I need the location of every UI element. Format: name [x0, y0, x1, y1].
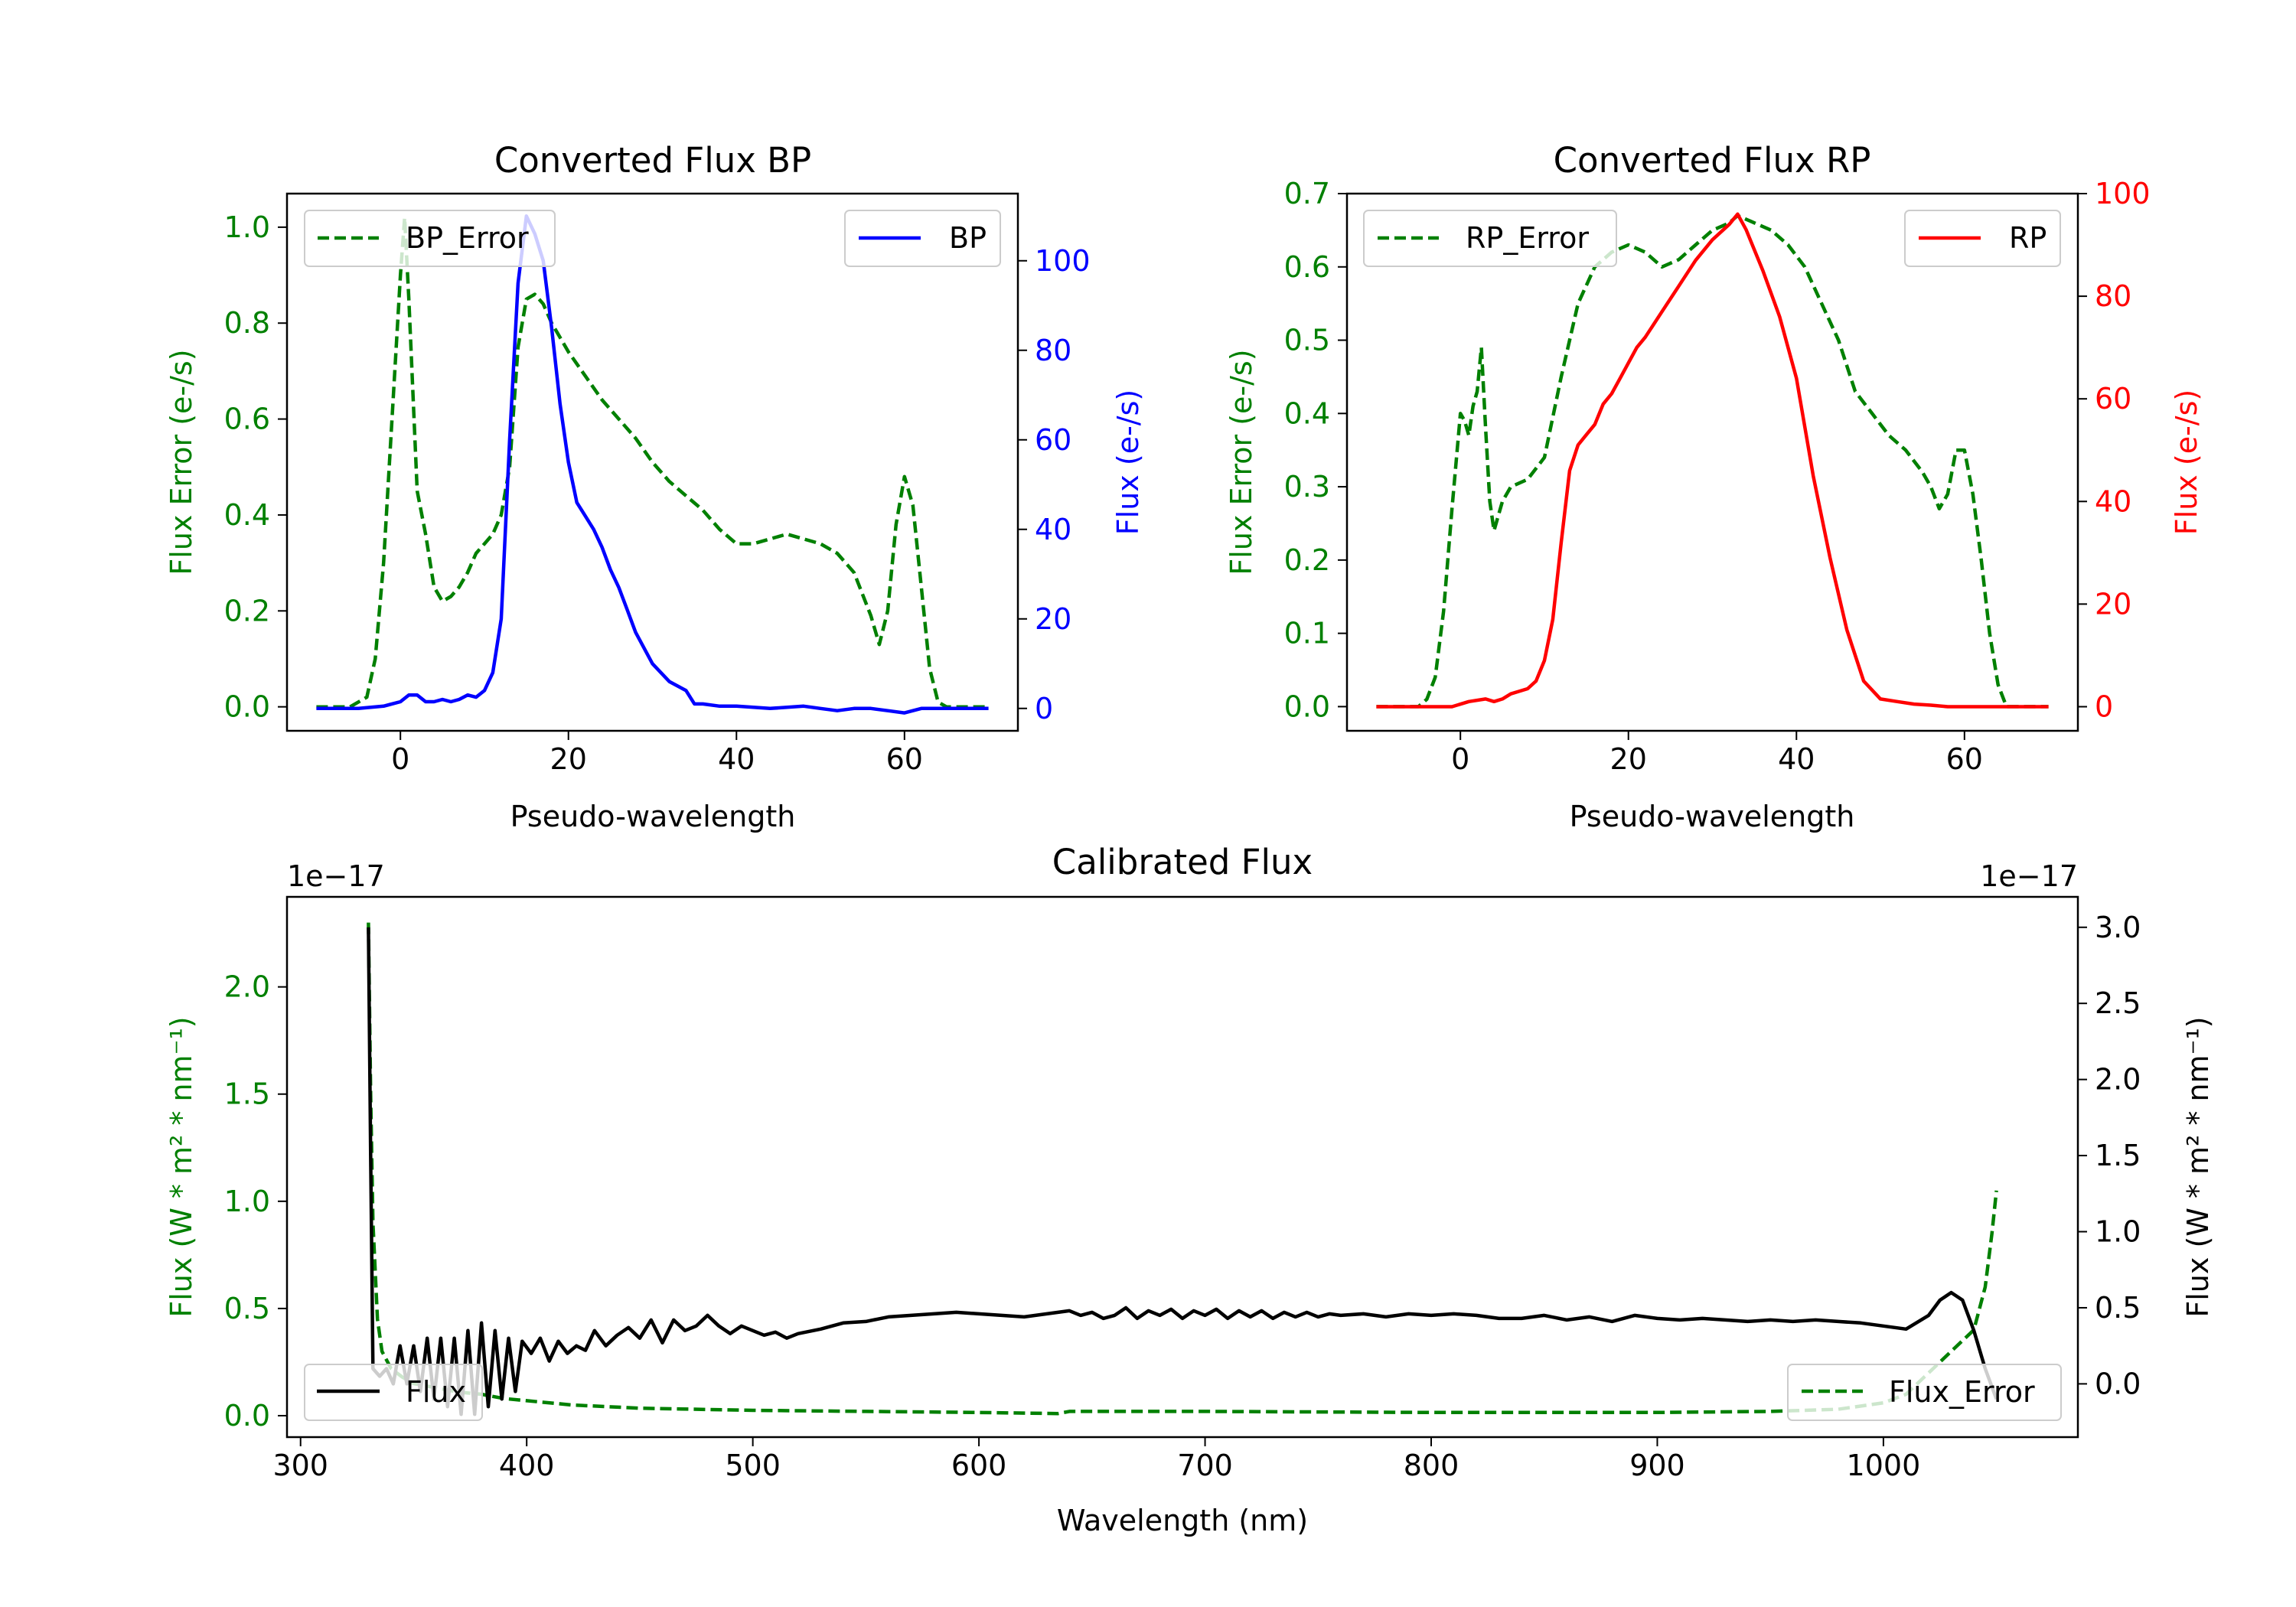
xtick-label: 800	[1404, 1449, 1459, 1482]
xtick-label: 400	[499, 1449, 555, 1482]
ytick-right-label: 0.0	[2095, 1367, 2141, 1400]
ytick-right-label: 3.0	[2095, 911, 2141, 944]
series-rp-line	[1376, 212, 2049, 709]
chart-bp-xlabel: Pseudo-wavelength	[510, 800, 796, 833]
chart-cal-legend-right[interactable]: Flux_Error	[1787, 1364, 2062, 1421]
chart-cal-title: Calibrated Flux	[1052, 842, 1313, 882]
xtick-label: 20	[550, 742, 587, 776]
ytick-right-label: 0	[1035, 692, 1053, 725]
ytick-right-label: 40	[2095, 484, 2131, 518]
chart-cal-ylabel-right: Flux (W * m² * nm⁻¹)	[2181, 1016, 2215, 1317]
legend-bp-error-label: BP_Error	[406, 221, 529, 255]
ytick-right-label: 0.5	[2095, 1291, 2141, 1325]
chart-rp-ylabel-left: Flux Error (e-/s)	[1225, 349, 1258, 575]
ytick-right-label: 80	[1035, 334, 1071, 367]
chart-cal-ticks: 300 400 500 600 700 800 900 1000 0.0 0.5 1.0 1.5 2.0…	[224, 911, 2141, 1482]
xtick-label: 500	[725, 1449, 781, 1482]
series-flux-line	[367, 927, 1998, 1416]
ytick-right-label: 20	[1035, 602, 1071, 636]
ytick-left-label: 2.0	[224, 970, 270, 1004]
chart-rp: Converted Flux RP 0 20 40 60 0.0 0.1 0.2 0.3 0.4…	[1225, 140, 2203, 833]
legend-flux-label: Flux	[406, 1375, 466, 1409]
chart-bp-legend-left[interactable]: BP_Error	[304, 210, 556, 267]
ytick-left-label: 0.0	[1284, 689, 1330, 723]
chart-cal-legend-left[interactable]: Flux	[304, 1364, 483, 1421]
ytick-left-label: 1.0	[224, 210, 270, 244]
ytick-right-label: 20	[2095, 587, 2131, 621]
ytick-right-label: 1.0	[2095, 1215, 2141, 1249]
chart-bp-ylabel-left: Flux Error (e-/s)	[165, 349, 198, 575]
chart-bp-ylabel-right: Flux (e-/s)	[1111, 390, 1145, 535]
xtick-label: 0	[1451, 742, 1469, 776]
chart-rp-legend-right[interactable]: RP	[1904, 210, 2061, 267]
ytick-left-label: 0.2	[224, 594, 270, 627]
ytick-right-label: 60	[1035, 423, 1071, 457]
chart-rp-ylabel-right: Flux (e-/s)	[2170, 390, 2203, 535]
chart-cal-series	[367, 922, 1998, 1416]
ytick-left-label: 0.7	[1284, 177, 1330, 210]
ytick-left-label: 0.0	[224, 690, 270, 724]
xtick-label: 300	[272, 1449, 328, 1482]
chart-bp-title: Converted Flux BP	[494, 140, 811, 181]
ytick-left-label: 0.3	[1284, 470, 1330, 504]
legend-bp-label: BP	[949, 221, 987, 255]
chart-cal: Calibrated Flux 1e−17 1e−17 300 400 500 600…	[165, 842, 2215, 1537]
chart-rp-xlabel: Pseudo-wavelength	[1570, 800, 1855, 833]
ytick-right-label: 2.0	[2095, 1063, 2141, 1097]
ytick-right-label: 100	[1035, 244, 1091, 278]
legend-rp-label: RP	[2009, 221, 2047, 255]
ytick-left-label: 0.5	[1284, 324, 1330, 357]
chart-bp-frame	[285, 192, 1019, 732]
xtick-label: 40	[718, 742, 755, 776]
ytick-right-label: 80	[2095, 279, 2131, 313]
chart-rp-legend-left[interactable]: RP_Error	[1363, 210, 1617, 267]
chart-cal-offset-left: 1e−17	[287, 859, 385, 893]
ytick-left-label: 0.5	[224, 1292, 270, 1325]
legend-rp-error-label: RP_Error	[1466, 221, 1589, 255]
legend-flux-error-label: Flux_Error	[1889, 1375, 2035, 1409]
ytick-right-label: 100	[2095, 177, 2151, 210]
chart-cal-frame	[285, 895, 2079, 1439]
chart-cal-ylabel-left: Flux (W * m² * nm⁻¹)	[165, 1016, 198, 1317]
chart-rp-title: Converted Flux RP	[1554, 140, 1871, 181]
xtick-label: 600	[951, 1449, 1007, 1482]
ytick-left-label: 0.1	[1284, 617, 1330, 650]
ytick-left-label: 0.4	[224, 498, 270, 532]
xtick-label: 60	[886, 742, 923, 776]
ytick-left-label: 0.4	[1284, 396, 1330, 430]
chart-bp-ticks: 0 20 40 60 0.0 0.2 0.4 0.6 0.8 1.0 0 20 40 60 80 100	[224, 210, 1091, 776]
chart-rp-series	[1376, 212, 2049, 709]
chart-rp-ticks: 0 20 40 60 0.0 0.1 0.2 0.3 0.4 0.5 0.6 0.7 0 20 40 60 80…	[1284, 177, 2151, 776]
chart-bp-legend-right[interactable]: BP	[844, 210, 1001, 267]
ytick-left-label: 1.0	[224, 1185, 270, 1218]
chart-cal-xlabel: Wavelength (nm)	[1057, 1504, 1308, 1537]
chart-rp-frame	[1345, 192, 2079, 732]
ytick-right-label: 40	[1035, 513, 1071, 546]
xtick-label: 60	[1946, 742, 1983, 776]
ytick-right-label: 60	[2095, 382, 2131, 416]
xtick-label: 700	[1177, 1449, 1233, 1482]
chart-bp: Converted Flux BP 0 20 40 60 0.0 0.2 0.4 0.6 0.8…	[165, 140, 1145, 833]
ytick-left-label: 0.2	[1284, 543, 1330, 577]
series-rp-error-line	[1376, 214, 2049, 709]
xtick-label: 20	[1610, 742, 1647, 776]
ytick-left-label: 0.6	[1284, 250, 1330, 284]
xtick-label: 900	[1629, 1449, 1685, 1482]
ytick-left-label: 0.6	[224, 403, 270, 436]
series-bp-error-line	[316, 216, 989, 709]
xtick-label: 40	[1778, 742, 1815, 776]
ytick-right-label: 2.5	[2095, 986, 2141, 1020]
ytick-left-label: 0.0	[224, 1399, 270, 1433]
ytick-left-label: 1.5	[224, 1077, 270, 1111]
ytick-right-label: 1.5	[2095, 1139, 2141, 1172]
chart-cal-offset-right: 1e−17	[1980, 859, 2078, 893]
xtick-label: 0	[391, 742, 409, 776]
ytick-left-label: 0.8	[224, 306, 270, 340]
chart-bp-series	[316, 214, 989, 715]
xtick-label: 1000	[1847, 1449, 1921, 1482]
ytick-right-label: 0	[2095, 689, 2113, 723]
series-bp-line	[316, 214, 989, 715]
